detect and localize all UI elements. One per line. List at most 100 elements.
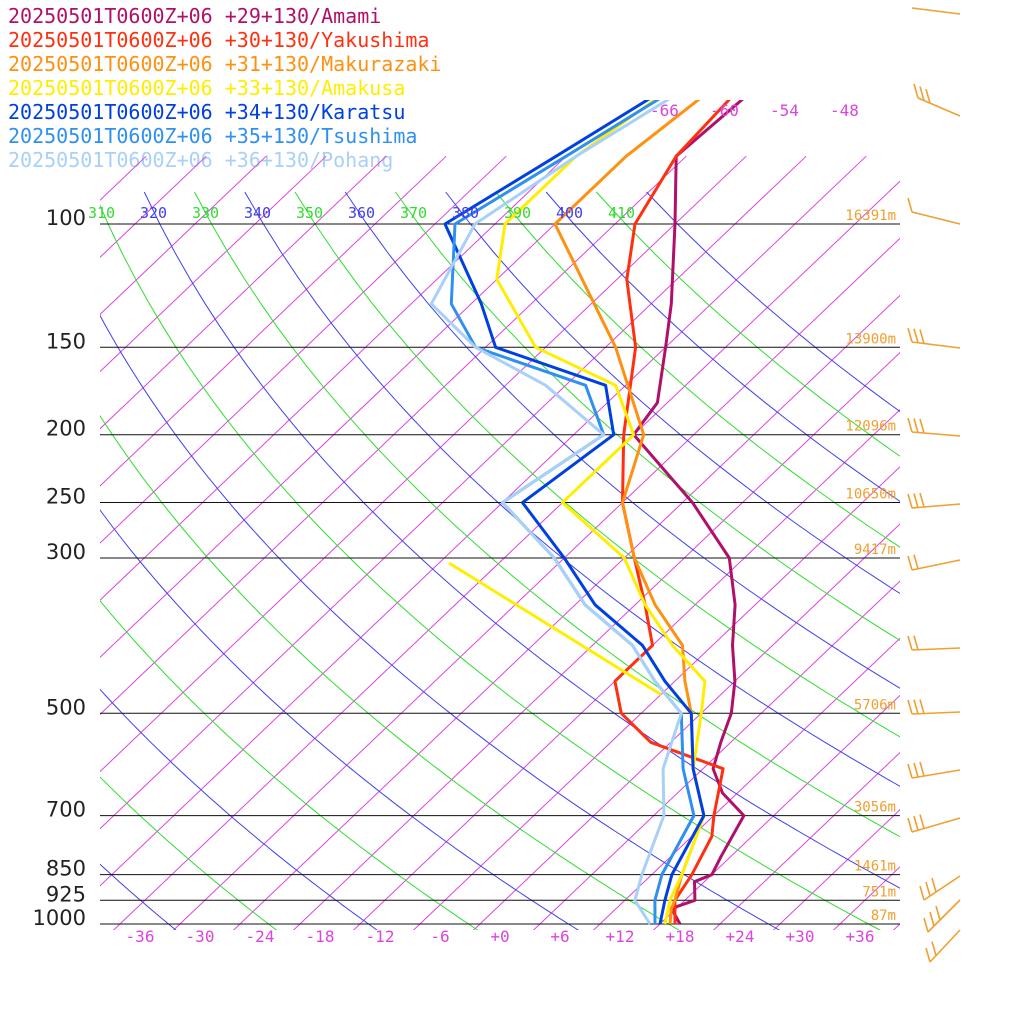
temperature-tick-label: -6 [430, 927, 449, 946]
isotherm-line [100, 155, 207, 259]
dry-adiabat-line [100, 414, 680, 930]
legend-entry: 20250501T0600Z+06 +34+130/Karatsu [8, 100, 406, 124]
pressure-label: 1000 [33, 906, 86, 930]
temperature-tick-label: -18 [306, 927, 335, 946]
isotherm-line [352, 409, 900, 930]
wind-barb-feather [913, 554, 919, 569]
height-label: 16391m [845, 208, 896, 224]
theta-label: 410 [608, 204, 635, 222]
temperature-tick-label: -30 [186, 927, 215, 946]
isotherm-label: -54 [770, 101, 799, 120]
temperature-tick-label: +12 [606, 927, 635, 946]
temperature-tick-label: +6 [550, 927, 569, 946]
wind-barb-feather [913, 83, 919, 99]
wind-barb-feather [913, 493, 919, 508]
theta-label: 370 [400, 204, 427, 222]
wind-barb-icon [911, 7, 961, 15]
pressure-label: 925 [46, 882, 86, 906]
wind-barb-feather [925, 88, 931, 104]
height-label: 13900m [845, 331, 896, 347]
temperature-tick-label: +0 [490, 927, 509, 946]
wind-barb-feather [907, 635, 913, 651]
isotherm-line [892, 923, 900, 930]
wind-barb-feather [929, 911, 935, 927]
isotherm-line [0, 156, 26, 939]
wind-barb-icon [923, 875, 961, 901]
temperature-tick-label: +18 [666, 927, 695, 946]
isotherm-line [100, 155, 567, 601]
temperature-tick-label: -36 [126, 927, 155, 946]
legend-entry: 20250501T0600Z+06 +33+130/Amakusa [8, 76, 406, 100]
pressure-label: 250 [46, 485, 86, 509]
theta-label: 380 [452, 204, 479, 222]
sounding-spur [448, 561, 662, 696]
isotherm-line [100, 155, 627, 658]
isotherm-line [292, 351, 900, 930]
isotherm-line [472, 523, 900, 930]
wind-barb-icon [911, 503, 961, 509]
height-label: 12096m [845, 419, 896, 435]
pressure-label: 850 [46, 857, 86, 881]
wind-barb-feather [919, 761, 925, 777]
wind-barb-feather [925, 881, 931, 897]
wind-barb-feather [907, 197, 913, 213]
pressure-label: 700 [46, 798, 86, 822]
isotherm-line [172, 237, 900, 930]
pressure-label: 100 [46, 206, 86, 230]
height-label: 751m [862, 884, 896, 900]
pressure-label: 150 [46, 329, 86, 353]
wind-barb-feather [913, 635, 919, 650]
wind-barb-feather [913, 762, 919, 778]
wind-barb-icon [911, 711, 961, 715]
wind-barb-feather [913, 699, 919, 714]
wind-barb-icon [929, 929, 961, 963]
isotherm-line [712, 751, 900, 930]
height-label: 1461m [854, 859, 896, 875]
temperature-tick-label: +36 [846, 927, 875, 946]
wind-barb-feather [919, 418, 925, 434]
theta-label: 350 [296, 204, 323, 222]
dry-adiabat-line [100, 599, 479, 930]
wind-barb-icon [911, 431, 961, 437]
pressure-label: 200 [46, 417, 86, 441]
isotherm-label: -48 [830, 101, 859, 120]
temperature-tick-label: -12 [366, 927, 395, 946]
dry-adiabat-line [100, 776, 278, 930]
wind-barb-feather [919, 885, 925, 901]
wind-barb-feather [907, 817, 913, 833]
wind-barb-feather [919, 814, 925, 829]
temperature-tick-label: +24 [726, 927, 755, 946]
temperature-tick-label: +30 [786, 927, 815, 946]
wind-barb-feather [907, 327, 913, 343]
dry-adiabat-line [495, 191, 900, 548]
isotherm-line [100, 155, 687, 716]
isotherm-line [1004, 156, 1024, 939]
isotherm-line [944, 156, 1024, 939]
sounding-line [429, 100, 683, 925]
height-label: 3056m [854, 800, 896, 816]
isotherm-label: -60 [710, 101, 739, 120]
isotherm-line [652, 694, 900, 930]
wind-barb-feather [925, 947, 931, 963]
dry-adiabat-line [646, 191, 900, 413]
height-label: 5706m [854, 697, 896, 713]
wind-barb-feather [931, 941, 937, 956]
theta-label: 390 [504, 204, 531, 222]
isotherm-line [100, 155, 867, 887]
wind-barb-feather [907, 493, 913, 509]
isotherm-line [100, 155, 267, 316]
wind-barb-icon [911, 769, 961, 779]
legend-entry: 20250501T0600Z+06 +35+130/Tsushima [8, 124, 418, 148]
isotherm-line [232, 294, 900, 930]
legend: 20250501T0600Z+06 +29+130/Amami 20250501T… [8, 4, 441, 172]
dry-adiabat-line [100, 863, 177, 930]
isotherm-line [532, 580, 900, 930]
isotherm-line [412, 466, 900, 930]
wind-barb-feather [919, 492, 925, 508]
dry-adiabat-line [100, 314, 781, 930]
wind-barb-icon [911, 559, 961, 571]
isotherm-line [112, 180, 900, 930]
height-label: 10650m [845, 487, 896, 503]
wind-barb-feather [907, 417, 913, 433]
